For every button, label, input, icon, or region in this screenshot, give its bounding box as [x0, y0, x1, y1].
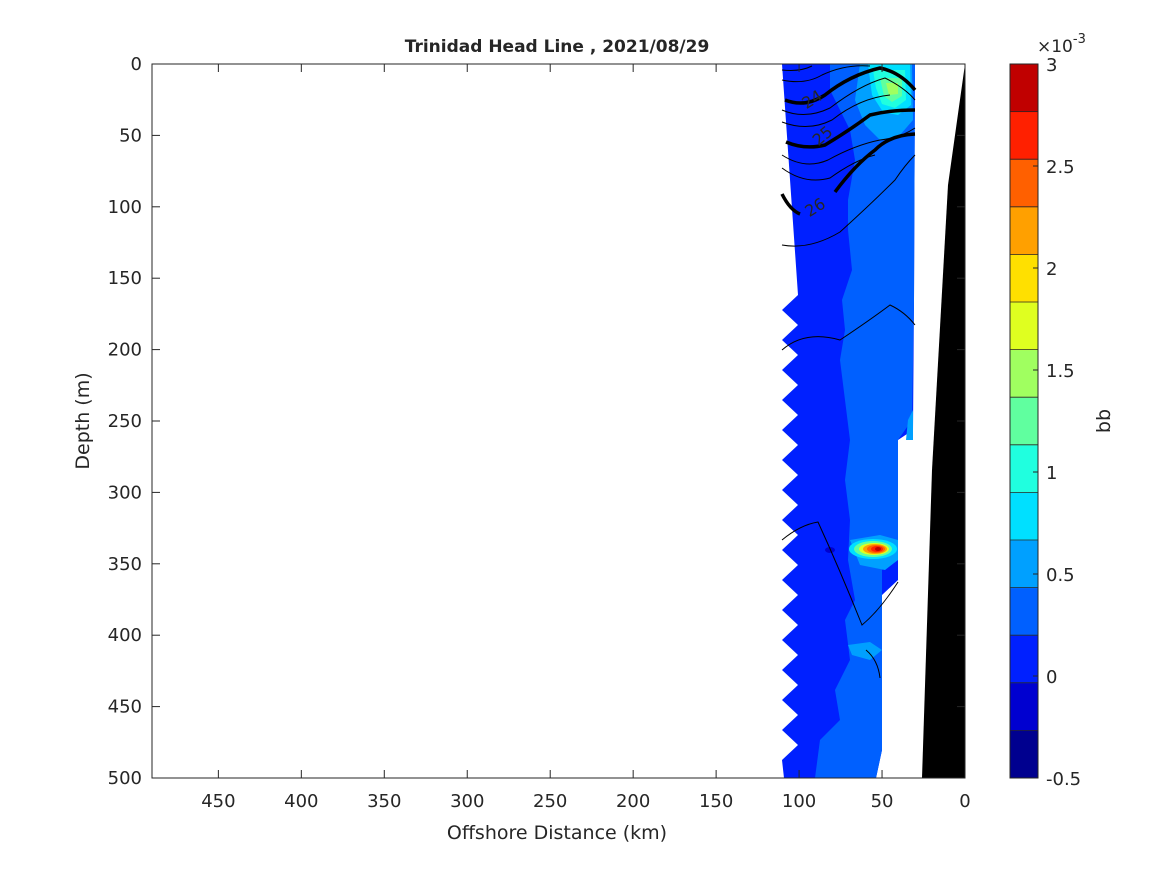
x-tick-label: 400	[284, 791, 318, 812]
colorbar-segment	[1010, 492, 1038, 541]
colorbar-tick-label: 2	[1046, 259, 1057, 280]
colorbar-exponent-base: ×10	[1037, 37, 1073, 57]
density-contour-thick-25	[785, 108, 916, 149]
x-tick-label: 50	[871, 791, 894, 812]
colorbar-tick-label: 2.5	[1046, 157, 1075, 178]
bb-field-l05-b	[906, 410, 913, 440]
bb-max-core	[875, 547, 881, 551]
bathymetry-land	[922, 64, 965, 778]
y-tick-label: 500	[108, 768, 142, 789]
colorbar-segment	[1010, 730, 1038, 779]
x-tick-label: 300	[450, 791, 484, 812]
density-contour-thick-26	[780, 132, 916, 216]
colorbar-segment	[1010, 206, 1038, 255]
colorbar-exponent-power: -3	[1073, 32, 1086, 47]
x-tick-label: 450	[201, 791, 235, 812]
colorbar-tick-label: 3	[1046, 55, 1057, 76]
x-tick-label: 200	[616, 791, 650, 812]
y-tick-label: 100	[108, 197, 142, 218]
x-tick-label: 0	[959, 791, 970, 812]
colorbar-segment	[1010, 682, 1038, 731]
colorbar-tick-label: 1.5	[1046, 361, 1075, 382]
y-tick-label: 350	[108, 554, 142, 575]
density-contour-thin-1	[781, 65, 813, 71]
y-tick-label: 400	[108, 625, 142, 646]
y-tick-label: 200	[108, 340, 142, 361]
bb-field-l05-d	[848, 642, 882, 660]
colorbar-segment	[1010, 540, 1038, 589]
y-tick-label: 250	[108, 411, 142, 432]
colorbar-tick-label: -0.5	[1046, 769, 1081, 790]
colorbar-segment	[1010, 635, 1038, 684]
y-axis-label: Depth (m)	[72, 372, 94, 469]
colorbar-segment	[1010, 111, 1038, 160]
bb-min-patch	[825, 547, 835, 553]
density-contour-thin-7	[781, 154, 916, 247]
bb-field-l15	[886, 83, 898, 95]
density-contour-thick-24	[784, 66, 917, 105]
colorbar-segment	[1010, 159, 1038, 208]
y-tick-label: 50	[119, 125, 142, 146]
x-tick-label: 350	[367, 791, 401, 812]
y-tick-label: 0	[131, 54, 142, 75]
density-contour-thin-4	[781, 94, 891, 127]
colorbar-tick-label: 1	[1046, 463, 1057, 484]
bb-field-l025-a	[815, 64, 915, 778]
density-contour-thin-3	[781, 77, 916, 115]
colorbar-segment	[1010, 302, 1038, 351]
y-axis-ticks: 0 50 100 150 200 250 300 350 400 450 500	[108, 54, 965, 789]
y-tick-label: 150	[108, 268, 142, 289]
colorbar	[1010, 64, 1038, 779]
x-tick-label: 100	[782, 791, 816, 812]
colorbar-segment	[1010, 587, 1038, 636]
colorbar-segment	[1010, 254, 1038, 303]
density-contours	[780, 65, 917, 679]
colorbar-frame	[1009, 63, 1039, 779]
colorbar-exponent: ×10-3	[1037, 32, 1086, 57]
density-contour-thin-9	[781, 521, 899, 626]
colorbar-label: bb	[1093, 409, 1115, 433]
y-tick-label: 300	[108, 482, 142, 503]
colorbar-segment	[1010, 444, 1038, 493]
colorbar-segment	[1010, 397, 1038, 446]
colorbar-segment	[1010, 64, 1038, 113]
x-axis-ticks: 450 400 350 300 250 200 150 100 50 0	[201, 64, 971, 812]
colorbar-tick-label: 0	[1046, 667, 1057, 688]
x-axis-label: Offshore Distance (km)	[447, 822, 667, 844]
colorbar-tick-label: 0.5	[1046, 565, 1075, 586]
x-tick-label: 150	[699, 791, 733, 812]
density-contour-thin-8	[781, 304, 916, 351]
chart-title: Trinidad Head Line , 2021/08/29	[405, 37, 710, 57]
colorbar-segment	[1010, 349, 1038, 398]
density-contour-thin-2	[781, 65, 871, 83]
y-tick-label: 450	[108, 697, 142, 718]
density-contour-thin-10	[865, 649, 881, 679]
x-tick-label: 250	[533, 791, 567, 812]
colorbar-ticks: 3 2.5 2 1.5 1 0.5 0 -0.5	[1033, 55, 1081, 790]
